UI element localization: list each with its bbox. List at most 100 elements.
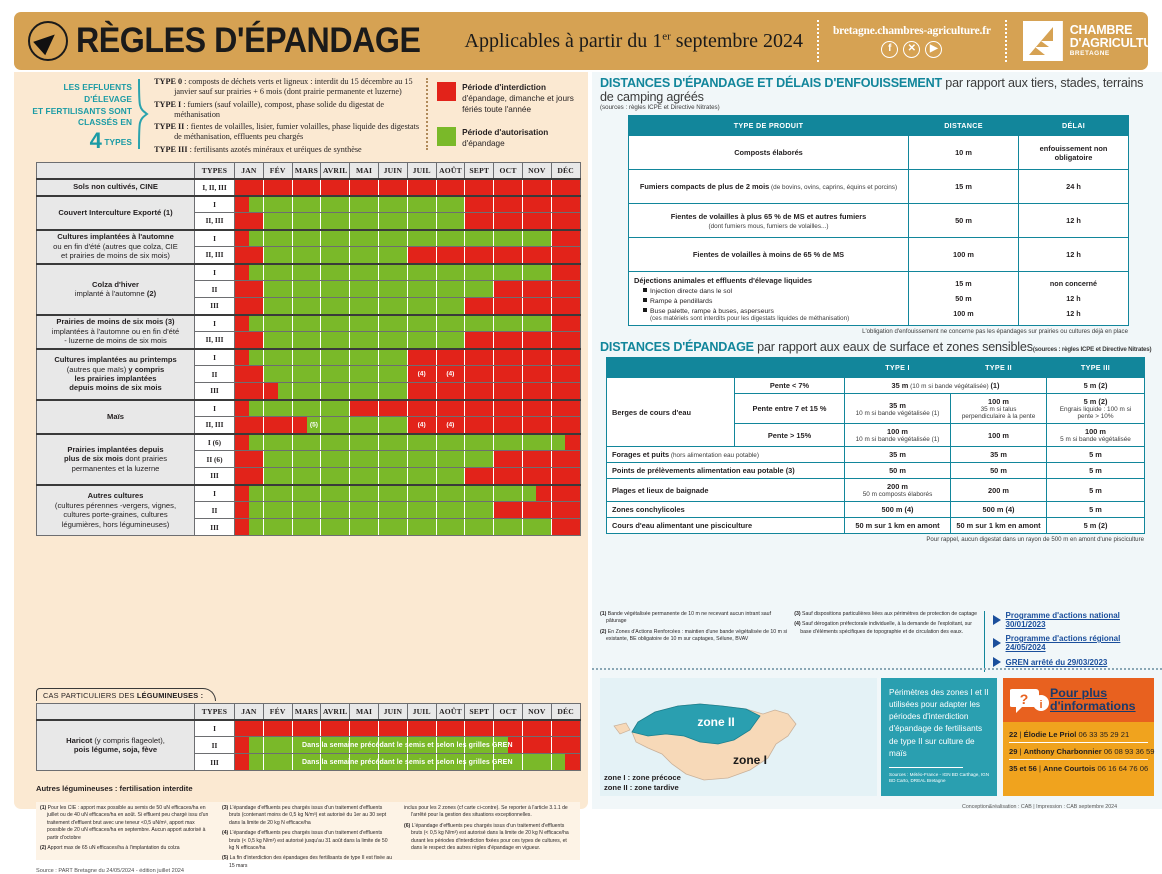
crop-label: Prairies implantées depuis plus de six mo… bbox=[36, 432, 195, 485]
svg-text:i: i bbox=[1039, 699, 1042, 711]
allowed-period-segment bbox=[263, 366, 408, 382]
reference-link[interactable]: Programme d'actions national 30/01/2023 bbox=[1005, 611, 1120, 629]
allowed-period-segment bbox=[263, 247, 408, 263]
column-header: NOV bbox=[521, 703, 552, 720]
table-row: Cultures implantées au printemps (autres … bbox=[36, 347, 581, 400]
column-header: FÉV bbox=[262, 162, 293, 179]
type-label: II bbox=[194, 501, 235, 519]
period-bar-cell bbox=[234, 297, 581, 315]
period-bar-cell bbox=[234, 331, 581, 349]
period-bar-cell bbox=[234, 432, 581, 451]
x-icon[interactable]: ✕ bbox=[903, 40, 921, 58]
more-info-title[interactable]: Pour plus d'informations bbox=[1050, 686, 1136, 713]
table1-header-row: TYPE DE PRODUIT DISTANCE DÉLAI bbox=[628, 115, 1129, 136]
youtube-icon[interactable]: ▶ bbox=[925, 40, 943, 58]
value-cell: 5 m bbox=[1046, 501, 1145, 518]
value-cell: 35 m (10 m si bande végétalisée) (1) bbox=[844, 377, 1047, 394]
period-bar-cell bbox=[234, 398, 581, 417]
delay-cell: enfouissement non obligatoire bbox=[1018, 135, 1129, 170]
reference-link-row[interactable]: Programme d'actions régional 24/05/2024 bbox=[992, 634, 1154, 652]
table-row: II bbox=[37, 280, 581, 298]
legend-row: Période d'interdiction d'épandage, diman… bbox=[437, 82, 580, 115]
allowed-period-segment bbox=[249, 349, 408, 365]
other-legumes-note: Autres légumineuses : fertilisation inte… bbox=[36, 784, 193, 793]
types-heading-line3: CLASSÉS EN bbox=[78, 117, 133, 128]
reference-link-row[interactable]: GREN arrêté du 29/03/2023 bbox=[992, 657, 1154, 667]
liquid-method: Injection directe dans le sol bbox=[643, 288, 903, 295]
value-cell: 100 m 10 m si bande végétalisée (1) bbox=[844, 423, 951, 447]
reference-note: (3) Sauf dispositions particulières liée… bbox=[794, 611, 978, 617]
period-bar bbox=[235, 349, 580, 365]
allowed-period-segment bbox=[249, 502, 494, 518]
legend: Période d'interdiction d'épandage, diman… bbox=[437, 76, 580, 156]
reference-link-row[interactable]: Programme d'actions national 30/01/2023 bbox=[992, 611, 1154, 629]
column-header: AVRIL bbox=[320, 703, 351, 720]
period-bar bbox=[235, 720, 580, 736]
period-bar bbox=[235, 485, 580, 501]
type-label: II, III bbox=[194, 416, 235, 434]
allowed-period-segment bbox=[249, 315, 551, 331]
reference-link[interactable]: GREN arrêté du 29/03/2023 bbox=[1005, 657, 1108, 667]
table-row: II, III (5) (4) (4) bbox=[37, 416, 581, 434]
type-definition: TYPE I : fumiers (sauf volaille), compos… bbox=[154, 99, 384, 119]
crop-label: Autres cultures (cultures pérennes -verge… bbox=[36, 483, 195, 536]
legumes-grid: TYPES JAN FÉV MARS AVRIL MAI JUIN JUIL AOÛT SEPT O… bbox=[36, 703, 581, 771]
table1-title-bold: DISTANCES D'ÉPANDAGE ET DÉLAIS D'ENFOUIS… bbox=[600, 76, 942, 90]
right-column: DISTANCES D'ÉPANDAGE ET DÉLAIS D'ENFOUIS… bbox=[592, 72, 1162, 809]
type-label: III bbox=[194, 382, 235, 400]
reference-note: (2) En Zones d'Actions Renforcées : main… bbox=[600, 628, 788, 643]
facebook-icon[interactable]: f bbox=[881, 40, 899, 58]
column-header bbox=[36, 703, 195, 720]
allowed-period-segment bbox=[263, 281, 494, 297]
period-bar-cell bbox=[234, 467, 581, 485]
allowed-period-segment bbox=[249, 485, 537, 501]
table-row: II (6) bbox=[37, 450, 581, 468]
type-label: I bbox=[194, 483, 235, 502]
brand-line-1: CHAMBRE bbox=[1069, 23, 1133, 38]
brand-line-3: BRETAGNE bbox=[1069, 49, 1110, 57]
subtitle-sup: er bbox=[662, 29, 671, 42]
references-box: (1) Bande végétalisée permanente de 10 m… bbox=[600, 611, 1154, 672]
map-region-zone2 bbox=[631, 703, 761, 745]
value-cell: 500 m (4) bbox=[844, 501, 951, 518]
value-cell: 50 m bbox=[844, 462, 951, 479]
column-header bbox=[36, 162, 195, 179]
month-gridlines bbox=[235, 720, 580, 736]
table1-title: DISTANCES D'ÉPANDAGE ET DÉLAIS D'ENFOUIS… bbox=[600, 76, 1156, 104]
table-row: II Dans la semaine précédant le semis et … bbox=[37, 736, 581, 754]
allowed-period-segment bbox=[249, 264, 551, 280]
legumes-tab-pre: CAS PARTICULIERS DES bbox=[43, 691, 137, 700]
period-bar bbox=[235, 383, 580, 399]
value-cell: 5 m (2) bbox=[1046, 517, 1145, 534]
value-cell: 100 m bbox=[950, 423, 1047, 447]
period-bar-cell bbox=[234, 313, 581, 332]
table-row: Cours d'eau alimentant une pisciculture 5… bbox=[606, 517, 1145, 534]
chamber-name: CHAMBRE D'AGRICULTURE BRETAGNE bbox=[1070, 24, 1162, 57]
reference-link[interactable]: Programme d'actions régional 24/05/2024 bbox=[1005, 634, 1121, 652]
website-url[interactable]: bretagne.chambres-agriculture.fr bbox=[832, 24, 991, 37]
product-cell: Fientes de volailles à plus 65 % de MS e… bbox=[628, 203, 909, 238]
period-bar bbox=[235, 230, 580, 246]
liquid-method: Buse palette, rampe à buses, asperseurs bbox=[643, 308, 903, 315]
table2-title-rest: par rapport aux eaux de surface et zones… bbox=[753, 340, 1033, 354]
period-bar-cell: Dans la semaine précédant le semis et se… bbox=[234, 753, 581, 771]
table-row: III bbox=[37, 467, 581, 485]
column-header: AOÛT bbox=[435, 162, 466, 179]
table-row: Pente > 15% 100 m 10 m si bande végétalisé… bbox=[607, 423, 1145, 447]
liquid-method: Rampe à pendillards bbox=[643, 298, 903, 305]
triangle-bullet-icon bbox=[992, 615, 1001, 625]
calendar-header-row: TYPES JAN FÉV MARS AVRIL MAI JUIN JUIL AOÛT SEPT O… bbox=[36, 162, 581, 179]
column-header: SEPT bbox=[464, 162, 495, 179]
period-bar bbox=[235, 502, 580, 518]
infographic-page: RÈGLES D'ÉPANDAGE Applicables à partir d… bbox=[0, 0, 1162, 821]
contact-row: 35 et 56 | Anne Courtois 06 16 64 76 06 bbox=[1009, 764, 1149, 773]
period-bar bbox=[235, 196, 580, 212]
crop-label: Haricot (y compris flageolet), pois légum… bbox=[36, 718, 195, 771]
table-row: Couvert Interculture Exporté (1) I bbox=[36, 194, 581, 230]
distance-cell: 15 m bbox=[908, 169, 1019, 204]
value-cell: 5 m bbox=[1046, 446, 1145, 463]
value-cell: 5 m (2) Engrais liquide : 100 m si pente … bbox=[1046, 393, 1145, 424]
period-bar bbox=[235, 434, 580, 450]
page-title: RÈGLES D'ÉPANDAGE bbox=[76, 21, 421, 60]
